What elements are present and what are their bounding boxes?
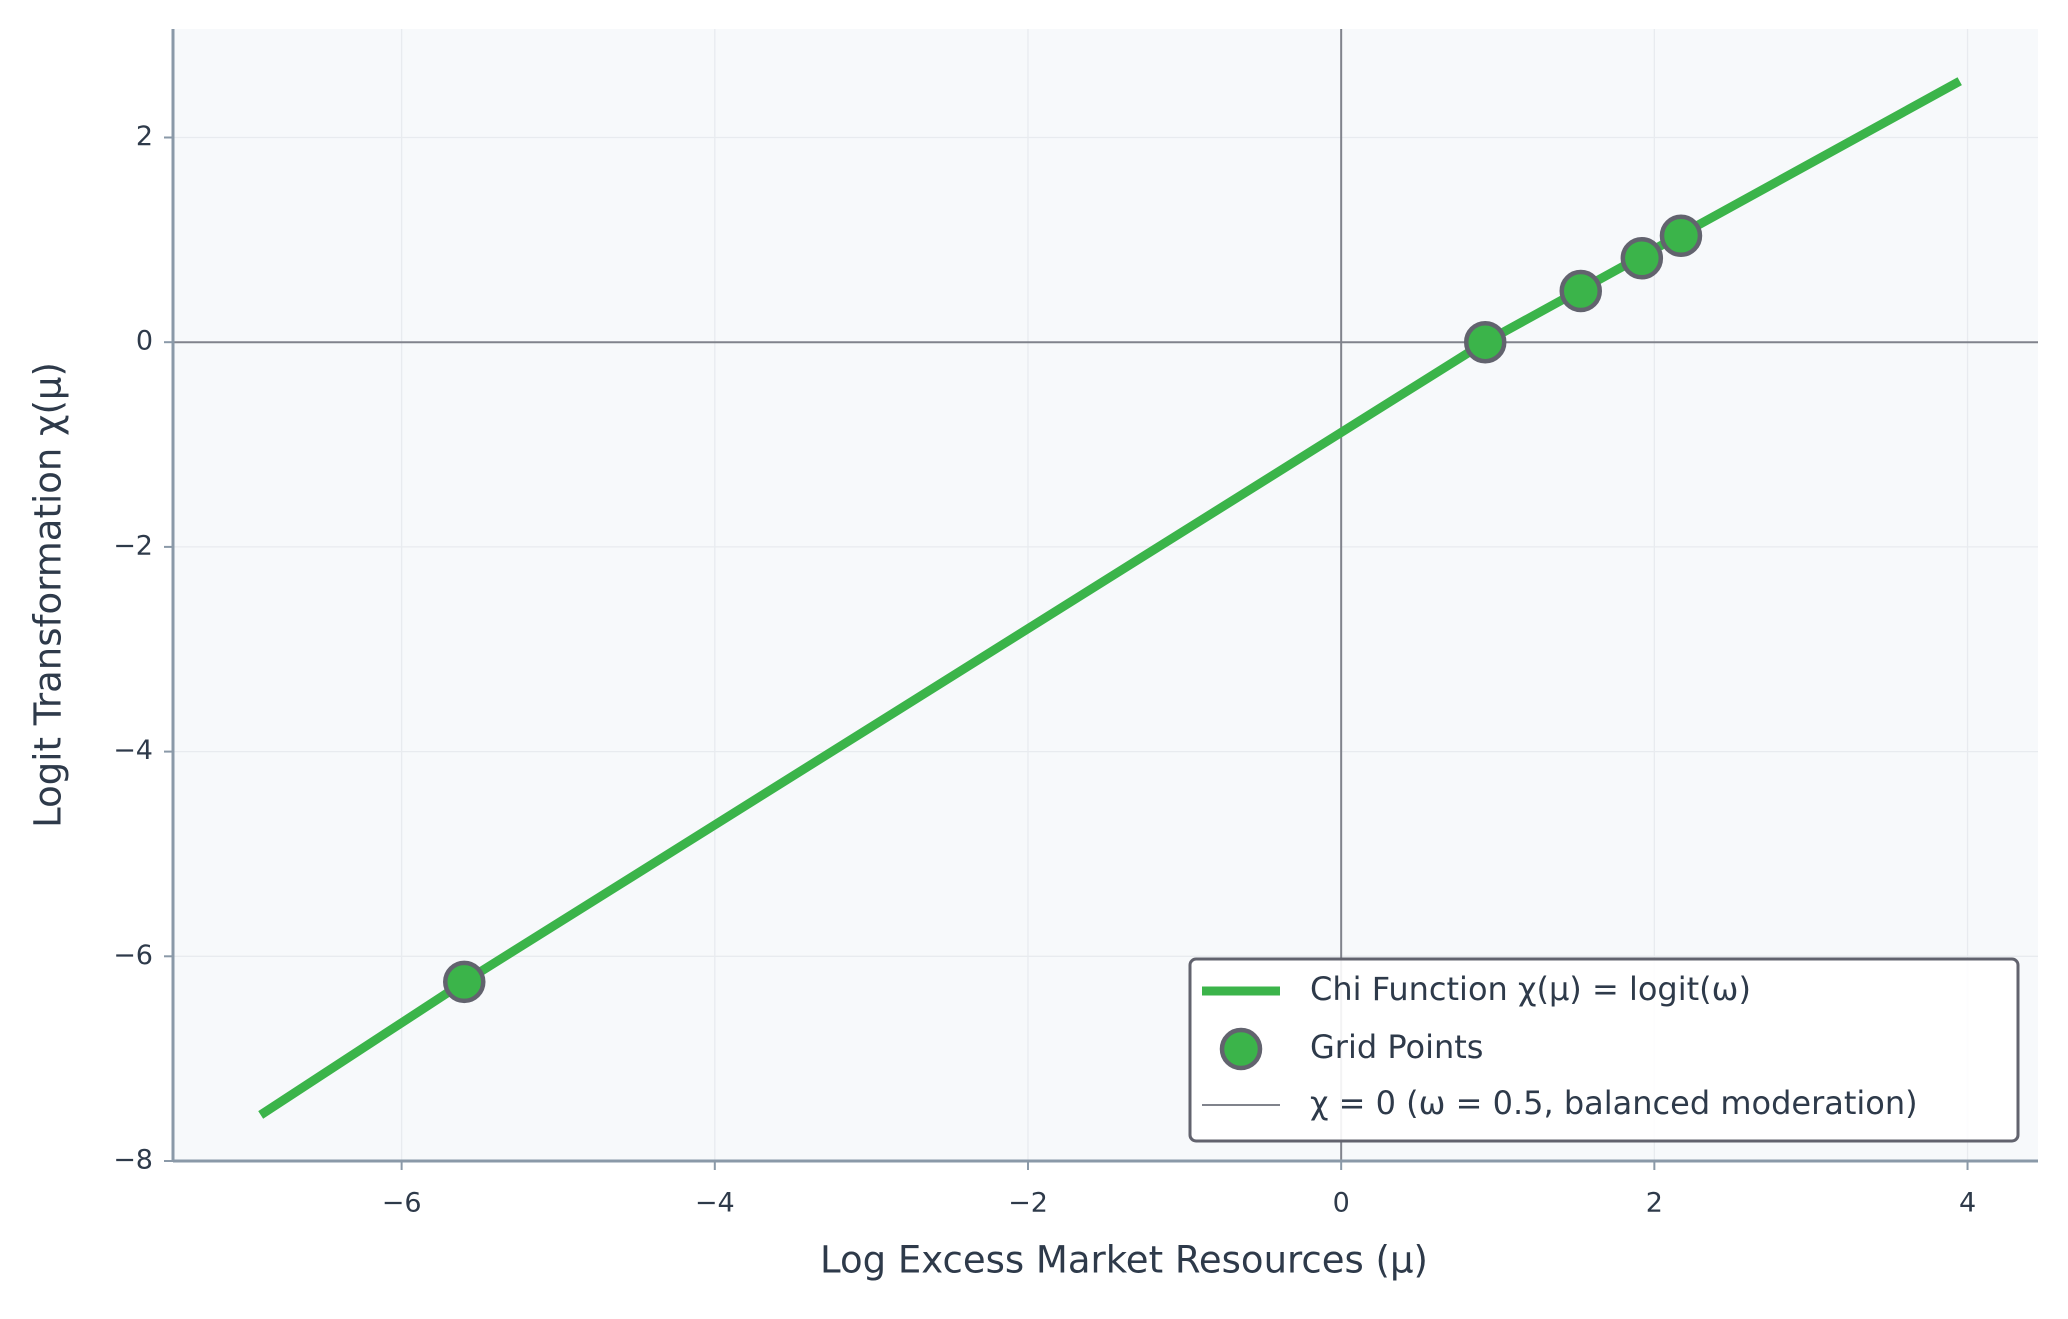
point	[1620, 237, 1664, 280]
line	[258, 77, 1962, 1119]
x-tick-label: 2	[1646, 1188, 1663, 1219]
legend-label: Grid Points	[1310, 1028, 1483, 1066]
point	[1559, 269, 1603, 313]
x-tick-label: −6	[382, 1188, 422, 1219]
x-tick-label: −2	[1008, 1188, 1048, 1219]
legend-swatch	[1219, 1027, 1263, 1071]
point	[1659, 214, 1703, 257]
y-tick-label: 0	[136, 326, 153, 357]
y-tick-label: −8	[113, 1145, 153, 1176]
x-tick-label: 0	[1333, 1188, 1350, 1219]
y-tick-label: 2	[136, 121, 153, 152]
x-tick-label: 4	[1959, 1188, 1976, 1219]
y-tick-label: −2	[113, 530, 153, 561]
y-tick-label: −6	[113, 940, 153, 971]
legend-box	[1188, 957, 2020, 1143]
y-axis-label: Logit Transformation χ(μ)	[27, 362, 70, 828]
y-tick-label: −4	[113, 735, 153, 766]
x-tick-label: −4	[695, 1188, 735, 1219]
x-axis-label: Log Excess Market Resources (μ)	[820, 1239, 1428, 1282]
legend-label: Chi Function χ(μ) = logit(ω)	[1310, 970, 1751, 1008]
point	[443, 960, 486, 1004]
legend-label: χ = 0 (ω = 0.5, balanced moderation)	[1310, 1084, 1918, 1122]
point	[1463, 320, 1507, 364]
